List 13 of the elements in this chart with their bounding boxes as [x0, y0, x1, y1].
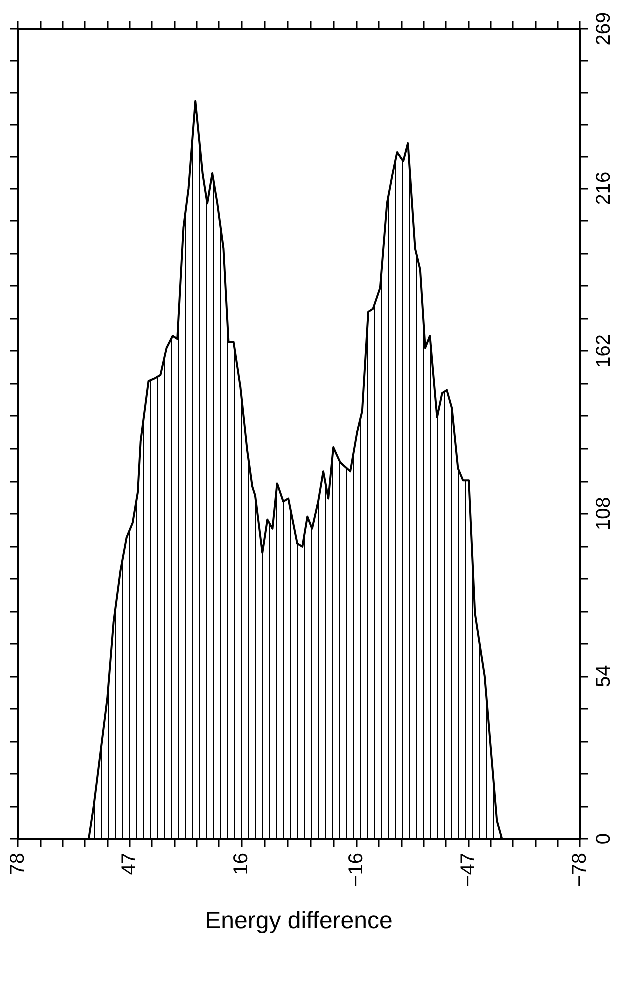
x-tick-label: 47 [118, 853, 141, 876]
y-tick-label: 269 [593, 12, 615, 46]
y-tick-label: 108 [593, 497, 615, 530]
y-tick-label: 162 [593, 334, 615, 368]
y-tick-label: 216 [593, 172, 615, 206]
x-axis-title: Energy difference [205, 908, 393, 934]
x-tick-label: −16 [346, 853, 368, 887]
x-tick-label: 78 [7, 853, 29, 876]
x-tick-label: −47 [457, 853, 480, 887]
y-tick-label: 54 [593, 665, 615, 688]
x-tick-label: −78 [569, 853, 591, 887]
y-tick-label: 0 [593, 833, 615, 845]
x-tick-label: 16 [230, 853, 252, 876]
